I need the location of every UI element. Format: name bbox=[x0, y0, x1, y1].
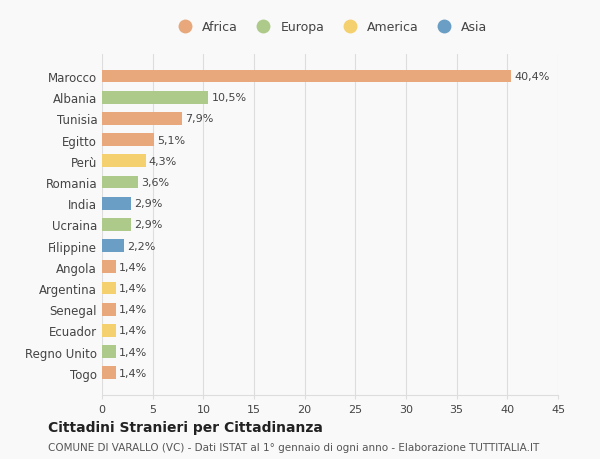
Bar bbox=[102, 176, 139, 189]
Bar bbox=[102, 71, 511, 83]
Bar bbox=[102, 325, 116, 337]
Bar bbox=[102, 92, 208, 104]
Bar bbox=[102, 346, 116, 358]
Text: 5,1%: 5,1% bbox=[157, 135, 185, 146]
Bar bbox=[102, 282, 116, 295]
Bar bbox=[102, 240, 124, 252]
Bar bbox=[102, 367, 116, 379]
Text: 40,4%: 40,4% bbox=[514, 72, 550, 82]
Text: 2,9%: 2,9% bbox=[134, 199, 163, 209]
Bar bbox=[102, 134, 154, 147]
Text: 4,3%: 4,3% bbox=[149, 157, 177, 167]
Bar bbox=[102, 197, 131, 210]
Text: 1,4%: 1,4% bbox=[119, 304, 148, 314]
Text: 2,2%: 2,2% bbox=[127, 241, 156, 251]
Text: 1,4%: 1,4% bbox=[119, 368, 148, 378]
Text: 1,4%: 1,4% bbox=[119, 326, 148, 336]
Text: 1,4%: 1,4% bbox=[119, 347, 148, 357]
Bar bbox=[102, 113, 182, 125]
Legend: Africa, Europa, America, Asia: Africa, Europa, America, Asia bbox=[169, 17, 491, 38]
Bar bbox=[102, 303, 116, 316]
Text: Cittadini Stranieri per Cittadinanza: Cittadini Stranieri per Cittadinanza bbox=[48, 420, 323, 435]
Bar bbox=[102, 261, 116, 274]
Text: 7,9%: 7,9% bbox=[185, 114, 214, 124]
Text: 1,4%: 1,4% bbox=[119, 283, 148, 293]
Text: 10,5%: 10,5% bbox=[211, 93, 247, 103]
Text: 3,6%: 3,6% bbox=[142, 178, 170, 188]
Text: 2,9%: 2,9% bbox=[134, 220, 163, 230]
Bar bbox=[102, 155, 146, 168]
Text: COMUNE DI VARALLO (VC) - Dati ISTAT al 1° gennaio di ogni anno - Elaborazione TU: COMUNE DI VARALLO (VC) - Dati ISTAT al 1… bbox=[48, 442, 539, 452]
Text: 1,4%: 1,4% bbox=[119, 262, 148, 272]
Bar bbox=[102, 218, 131, 231]
